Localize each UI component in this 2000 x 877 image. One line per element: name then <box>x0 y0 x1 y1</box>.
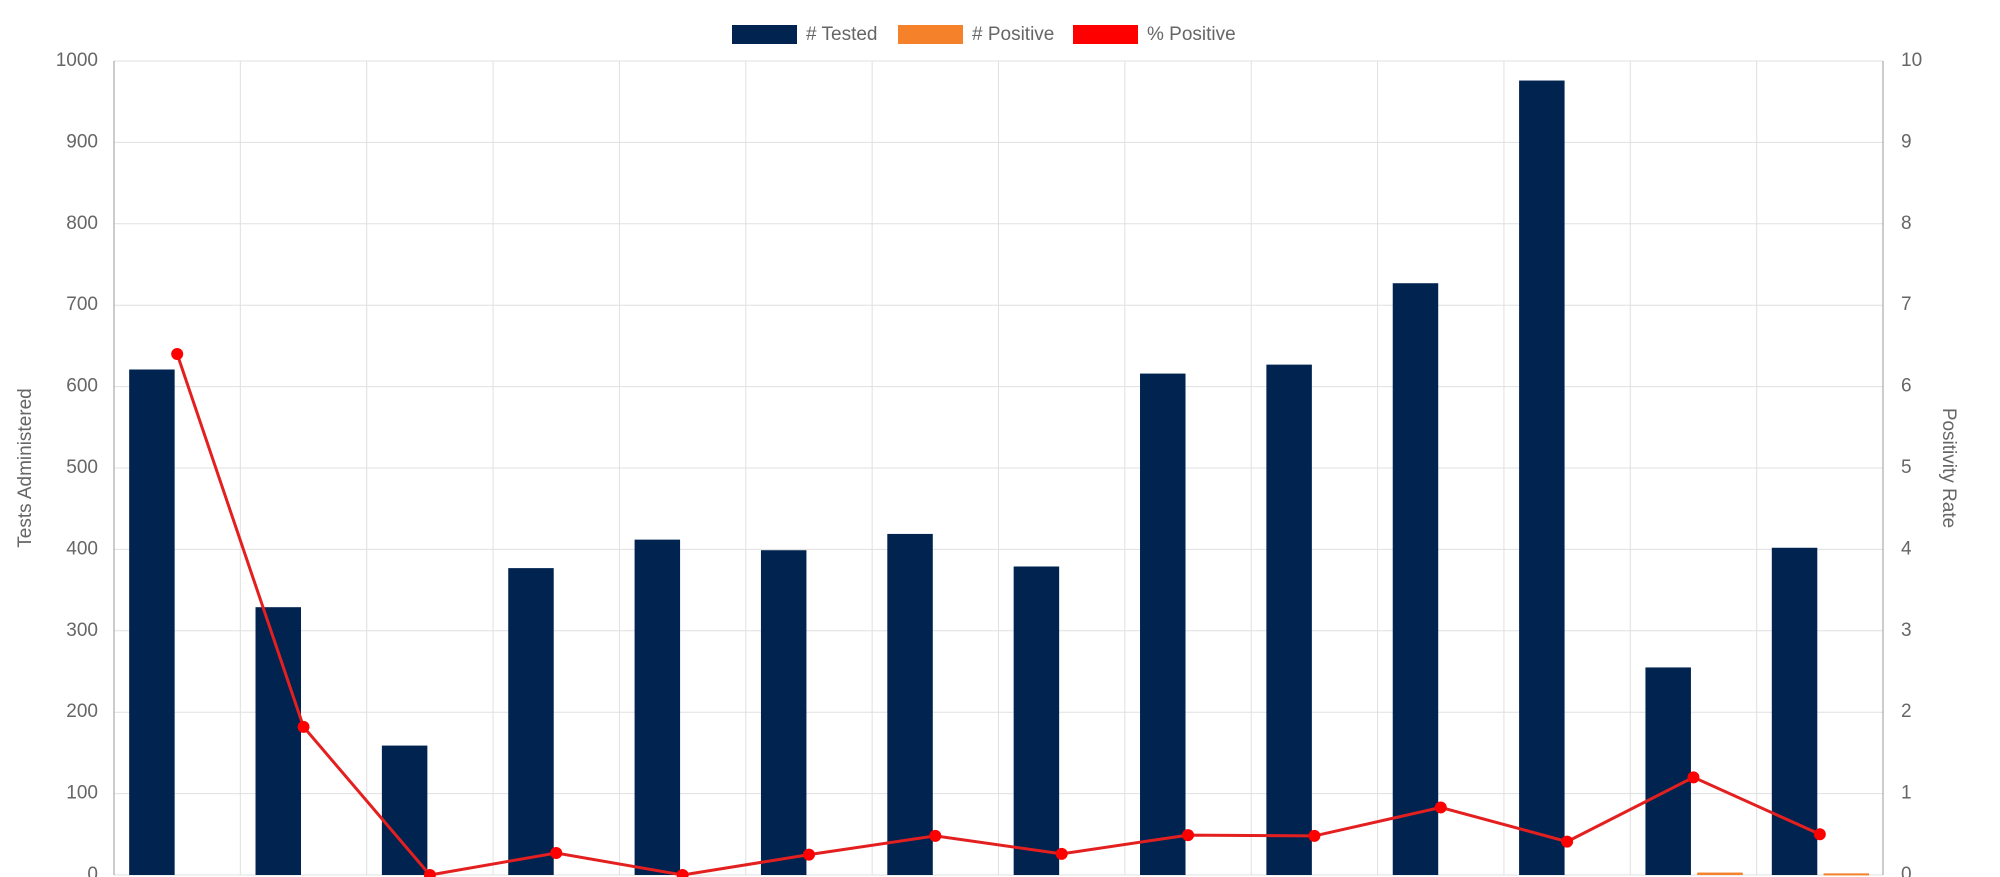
bar <box>255 607 302 875</box>
y-axis-label: Tests Administered <box>15 388 36 547</box>
y-tick-label: 200 <box>66 701 98 722</box>
bar <box>1645 667 1691 875</box>
y-tick-label: 0 <box>87 864 98 877</box>
y-tick-label: 400 <box>66 538 98 559</box>
bar <box>381 745 428 875</box>
line-point <box>423 869 436 877</box>
y-tick-label: 600 <box>66 376 98 397</box>
bar <box>1697 872 1743 875</box>
y2-axis-label: Positivity Rate <box>1938 408 1959 528</box>
line-point <box>929 829 942 842</box>
bar <box>1392 283 1439 875</box>
y2-tick-label: 3 <box>1901 620 1912 641</box>
y2-tick-label: 1 <box>1901 783 1912 804</box>
y2-tick-label: 6 <box>1901 376 1912 397</box>
line-point <box>1813 828 1826 841</box>
y2-tick-label: 9 <box>1901 131 1912 152</box>
line-point <box>171 348 184 361</box>
y2-tick-label: 7 <box>1901 294 1912 315</box>
y2-tick-label: 5 <box>1901 457 1912 478</box>
line-point <box>1561 835 1574 848</box>
y2-tick-label: 2 <box>1901 701 1912 722</box>
line <box>175 353 1821 877</box>
line-point <box>1308 829 1321 842</box>
bar <box>1823 873 1870 876</box>
line-point <box>802 848 815 861</box>
line-point <box>297 720 310 733</box>
bar <box>1266 364 1312 875</box>
legend-swatch <box>732 25 797 44</box>
line-point <box>1687 771 1700 784</box>
y-tick-label: 500 <box>66 457 98 478</box>
y2-tick-label: 10 <box>1901 50 1922 71</box>
y-tick-label: 900 <box>66 131 98 152</box>
bar <box>760 550 807 875</box>
line-point <box>1434 801 1447 814</box>
bar <box>129 369 175 875</box>
legend-label: % Positive <box>1147 24 1236 45</box>
y2-tick-label: 4 <box>1901 538 1912 559</box>
legend-label: # Positive <box>972 24 1054 45</box>
line-point <box>676 869 689 877</box>
legend-swatch <box>898 25 963 44</box>
y-tick-label: 100 <box>66 783 98 804</box>
line-point <box>1055 847 1068 860</box>
line-point <box>550 847 563 860</box>
y2-tick-label: 0 <box>1901 864 1912 877</box>
bar <box>1519 80 1565 875</box>
legend-label: # Tested <box>806 24 877 45</box>
bar <box>634 539 681 875</box>
bar <box>508 568 554 875</box>
y2-tick-label: 8 <box>1901 213 1912 234</box>
bar <box>1013 566 1060 875</box>
legend-swatch <box>1073 25 1138 44</box>
bar <box>887 533 933 875</box>
y-tick-label: 800 <box>66 213 98 234</box>
line-point <box>1182 829 1195 842</box>
y-tick-label: 1000 <box>56 50 98 71</box>
bar <box>1771 547 1818 875</box>
y-tick-label: 300 <box>66 620 98 641</box>
y-tick-label: 700 <box>66 294 98 315</box>
bar <box>1140 373 1186 875</box>
